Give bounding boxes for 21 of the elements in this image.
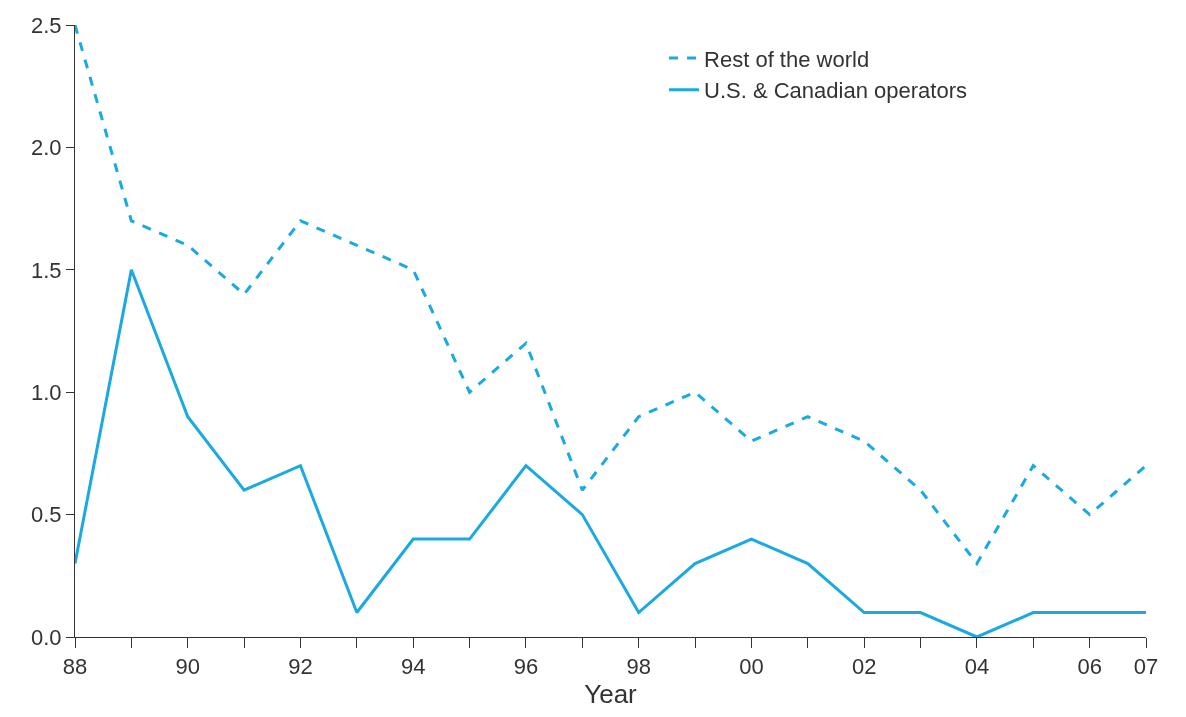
x-tick-label: 06 [1077,654,1102,680]
y-tick-label: 2.5 [31,12,62,38]
x-tick-label: 00 [739,654,764,680]
x-tick-label: 07 [1133,654,1159,680]
y-tick-label: 0.0 [31,624,62,650]
x-tick-label: 94 [400,654,426,680]
y-tick-label: 0.5 [31,502,62,528]
x-tick-label: 88 [62,654,88,680]
y-tick-label: 2.0 [31,135,62,161]
y-tick-label: 1.0 [31,379,62,405]
x-tick-label: 98 [626,654,651,680]
x-tick-label: 04 [964,654,990,680]
x-axis-title: Year [584,679,638,710]
legend-label: U.S. & Canadian operators [704,78,967,104]
x-tick-label: 92 [288,654,313,680]
legend-label: Rest of the world [704,46,870,72]
x-tick-label: 02 [851,654,877,680]
y-tick-label: 1.5 [31,257,62,283]
line-series [75,25,1146,566]
x-tick-label: 96 [513,654,539,680]
x-tick-label: 90 [175,654,200,680]
